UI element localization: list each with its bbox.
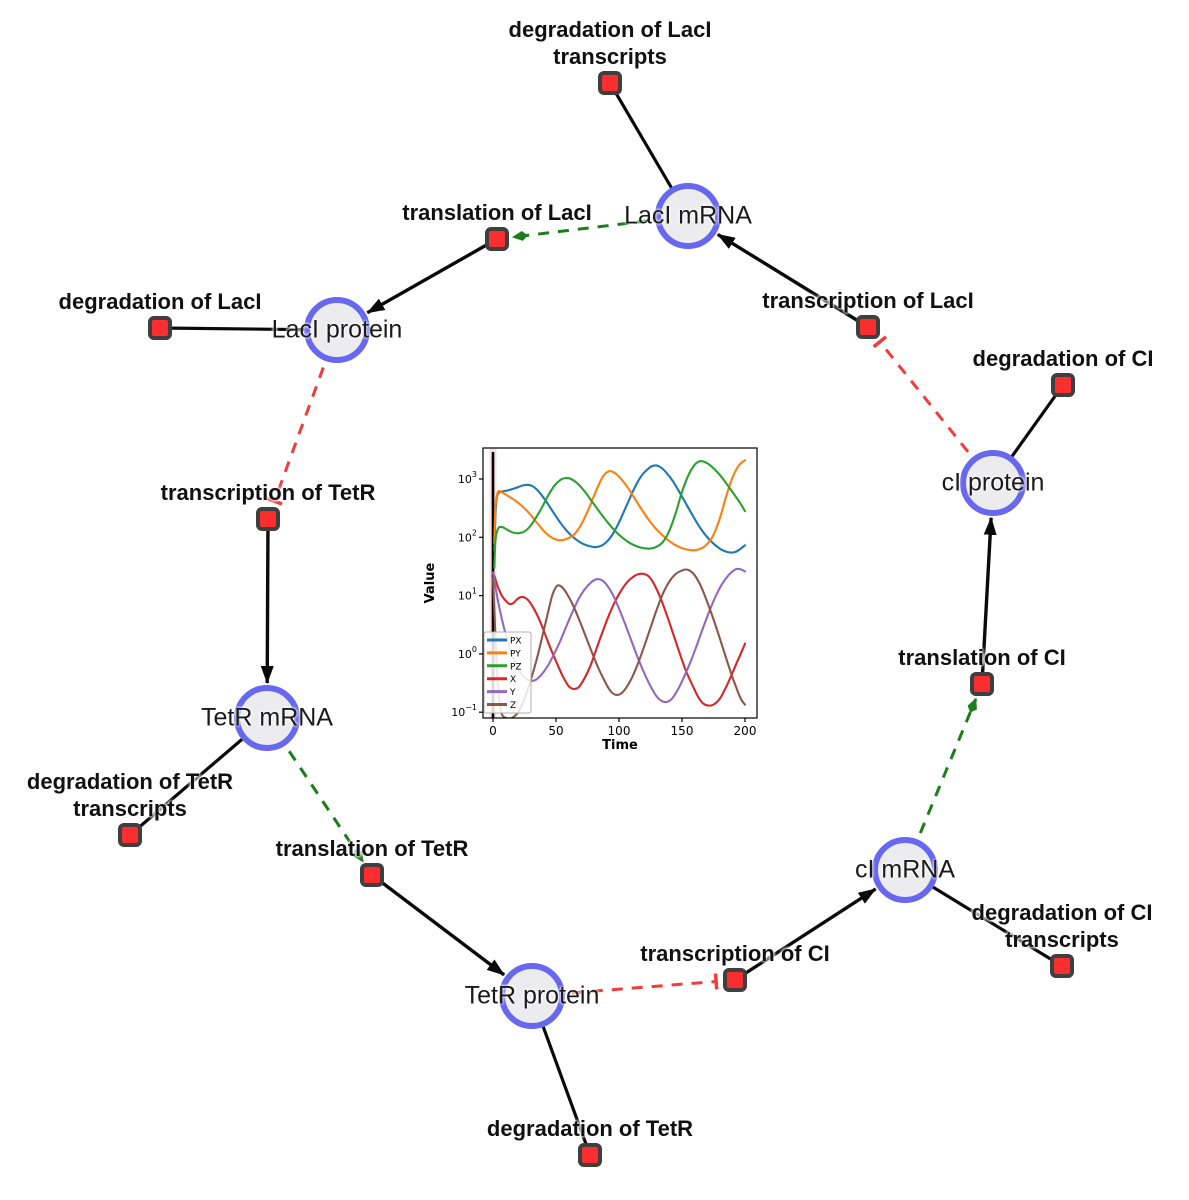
legend-label-Y: Y: [509, 688, 516, 698]
reaction-label-transcription-laci: transcription of LacI: [762, 287, 973, 314]
species-node-ci-protein: [960, 450, 1026, 516]
reaction-label-line: translation of CI: [898, 645, 1066, 670]
chart-legend: PX PY PZ XYZ: [483, 631, 532, 714]
edge-translation-ci-ci-protein: [980, 516, 997, 685]
reaction-node-deg-laci: [148, 316, 172, 340]
reaction-node-transcription-ci: [723, 968, 747, 992]
reaction-node-translation-tetr: [360, 863, 384, 887]
legend-label-Z: Z: [510, 701, 516, 711]
reaction-label-transcription-ci: transcription of CI: [640, 940, 829, 967]
inset-timecourse-chart: 0 50 100 150 200 10−1 100 101 102 103 Time Value PX P…: [420, 435, 775, 765]
chart-frame: [482, 447, 758, 719]
reaction-label-line: transcription of LacI: [762, 288, 974, 313]
species-node-tetr-protein: [499, 963, 565, 1029]
legend-label-PZ: PZ: [510, 662, 522, 672]
edge-transcription-laci-laci-mrna: [716, 232, 869, 329]
species-node-laci-protein: [304, 297, 370, 363]
reaction-label-deg-laci-transcripts: degradation of LacI transcripts: [509, 16, 712, 70]
series-PY-line: [493, 459, 747, 552]
reaction-node-transcription-tetr: [256, 507, 280, 531]
x-tick-label-0: 0: [489, 724, 497, 738]
reaction-label-line: degradation of TetR: [486, 1116, 694, 1141]
reaction-node-deg-ci: [1051, 373, 1075, 397]
reaction-label-line: degradation of CI: [971, 900, 1153, 925]
reaction-label-translation-ci: translation of CI: [898, 644, 1065, 671]
x-tick-label-50: 50: [548, 724, 563, 738]
reaction-label-transcription-tetr: transcription of TetR: [161, 479, 376, 506]
legend-box: [483, 631, 532, 714]
species-label-ci-mrna: cI mRNA: [855, 855, 955, 884]
reaction-label-line: translation of LacI: [402, 200, 592, 225]
reaction-label-line: transcription of CI: [640, 941, 830, 966]
species-node-ci-mrna: [872, 837, 938, 903]
series-X-line: [491, 571, 747, 707]
reaction-label-deg-laci: degradation of LacI: [59, 288, 262, 315]
reaction-node-transcription-laci: [856, 315, 880, 339]
reaction-label-line: degradation of LacI: [58, 289, 262, 314]
reaction-label-deg-ci-transcripts: degradation of CI transcripts: [972, 899, 1153, 953]
y-tick-label-10e2: 102: [458, 528, 477, 544]
reaction-label-deg-tetr-transcripts: degradation of TetR transcripts: [27, 768, 233, 822]
series-PX-line: [493, 464, 747, 554]
x-tick-label-100: 100: [608, 724, 631, 738]
edge-transcription-tetr-tetr-mrna: [260, 518, 274, 684]
reaction-label-translation-laci: translation of LacI: [402, 199, 591, 226]
species-node-tetr-mrna: [234, 685, 300, 751]
reaction-label-line: degradation of TetR: [26, 769, 234, 794]
reaction-node-deg-tetr: [578, 1143, 602, 1167]
series-PZ-line: [493, 459, 747, 569]
reaction-label-line: translation of TetR: [275, 836, 469, 861]
reaction-label-line: degradation of CI: [972, 346, 1154, 371]
edge-translation-tetr-tetr-protein: [370, 873, 506, 977]
reaction-label-line: transcription of TetR: [160, 480, 376, 505]
x-tick-label-200: 200: [734, 724, 757, 738]
edge-transcription-ci-ci-mrna: [734, 887, 877, 982]
reaction-label-line: transcripts: [73, 796, 187, 821]
legend-label-PY: PY: [510, 649, 521, 659]
y-tick-label-10e0: 100: [458, 645, 477, 661]
reaction-label-line: degradation of LacI: [508, 17, 712, 42]
reaction-node-translation-ci: [970, 672, 994, 696]
reaction-node-translation-laci: [485, 227, 509, 251]
legend-label-PX: PX: [510, 637, 522, 647]
legend-label-X: X: [510, 675, 516, 685]
reaction-label-line: transcripts: [1005, 927, 1119, 952]
x-tick-label-150: 150: [671, 724, 694, 738]
reaction-label-translation-tetr: translation of TetR: [276, 835, 469, 862]
reaction-node-deg-tetr-transcripts: [118, 823, 142, 847]
edge-translation-laci-laci-protein: [366, 237, 498, 315]
reaction-label-deg-ci: degradation of CI: [973, 345, 1154, 372]
y-tick-label-10e3: 103: [458, 470, 477, 486]
reaction-node-deg-laci-transcripts: [598, 71, 622, 95]
species-label-laci-mrna: LacI mRNA: [624, 201, 752, 230]
y-axis-label: Value: [423, 562, 438, 603]
reaction-node-deg-ci-transcripts: [1050, 954, 1074, 978]
species-node-laci-mrna: [655, 183, 721, 249]
reaction-label-line: transcripts: [553, 44, 667, 69]
chart-svg: 0 50 100 150 20010−1100101102103TimeValuePXP…: [423, 447, 758, 753]
species-label-tetr-mrna: TetR mRNA: [201, 703, 333, 732]
y-tick-label-10e1: 101: [458, 587, 477, 603]
y-tick-label-10e-1: 10−1: [451, 703, 477, 719]
reaction-label-deg-tetr: degradation of TetR: [487, 1115, 693, 1142]
species-label-tetr-protein: TetR protein: [464, 981, 600, 1010]
x-axis-label: Time: [602, 738, 638, 753]
species-label-ci-protein: cI protein: [941, 468, 1045, 497]
species-label-laci-protein: LacI protein: [271, 315, 403, 344]
